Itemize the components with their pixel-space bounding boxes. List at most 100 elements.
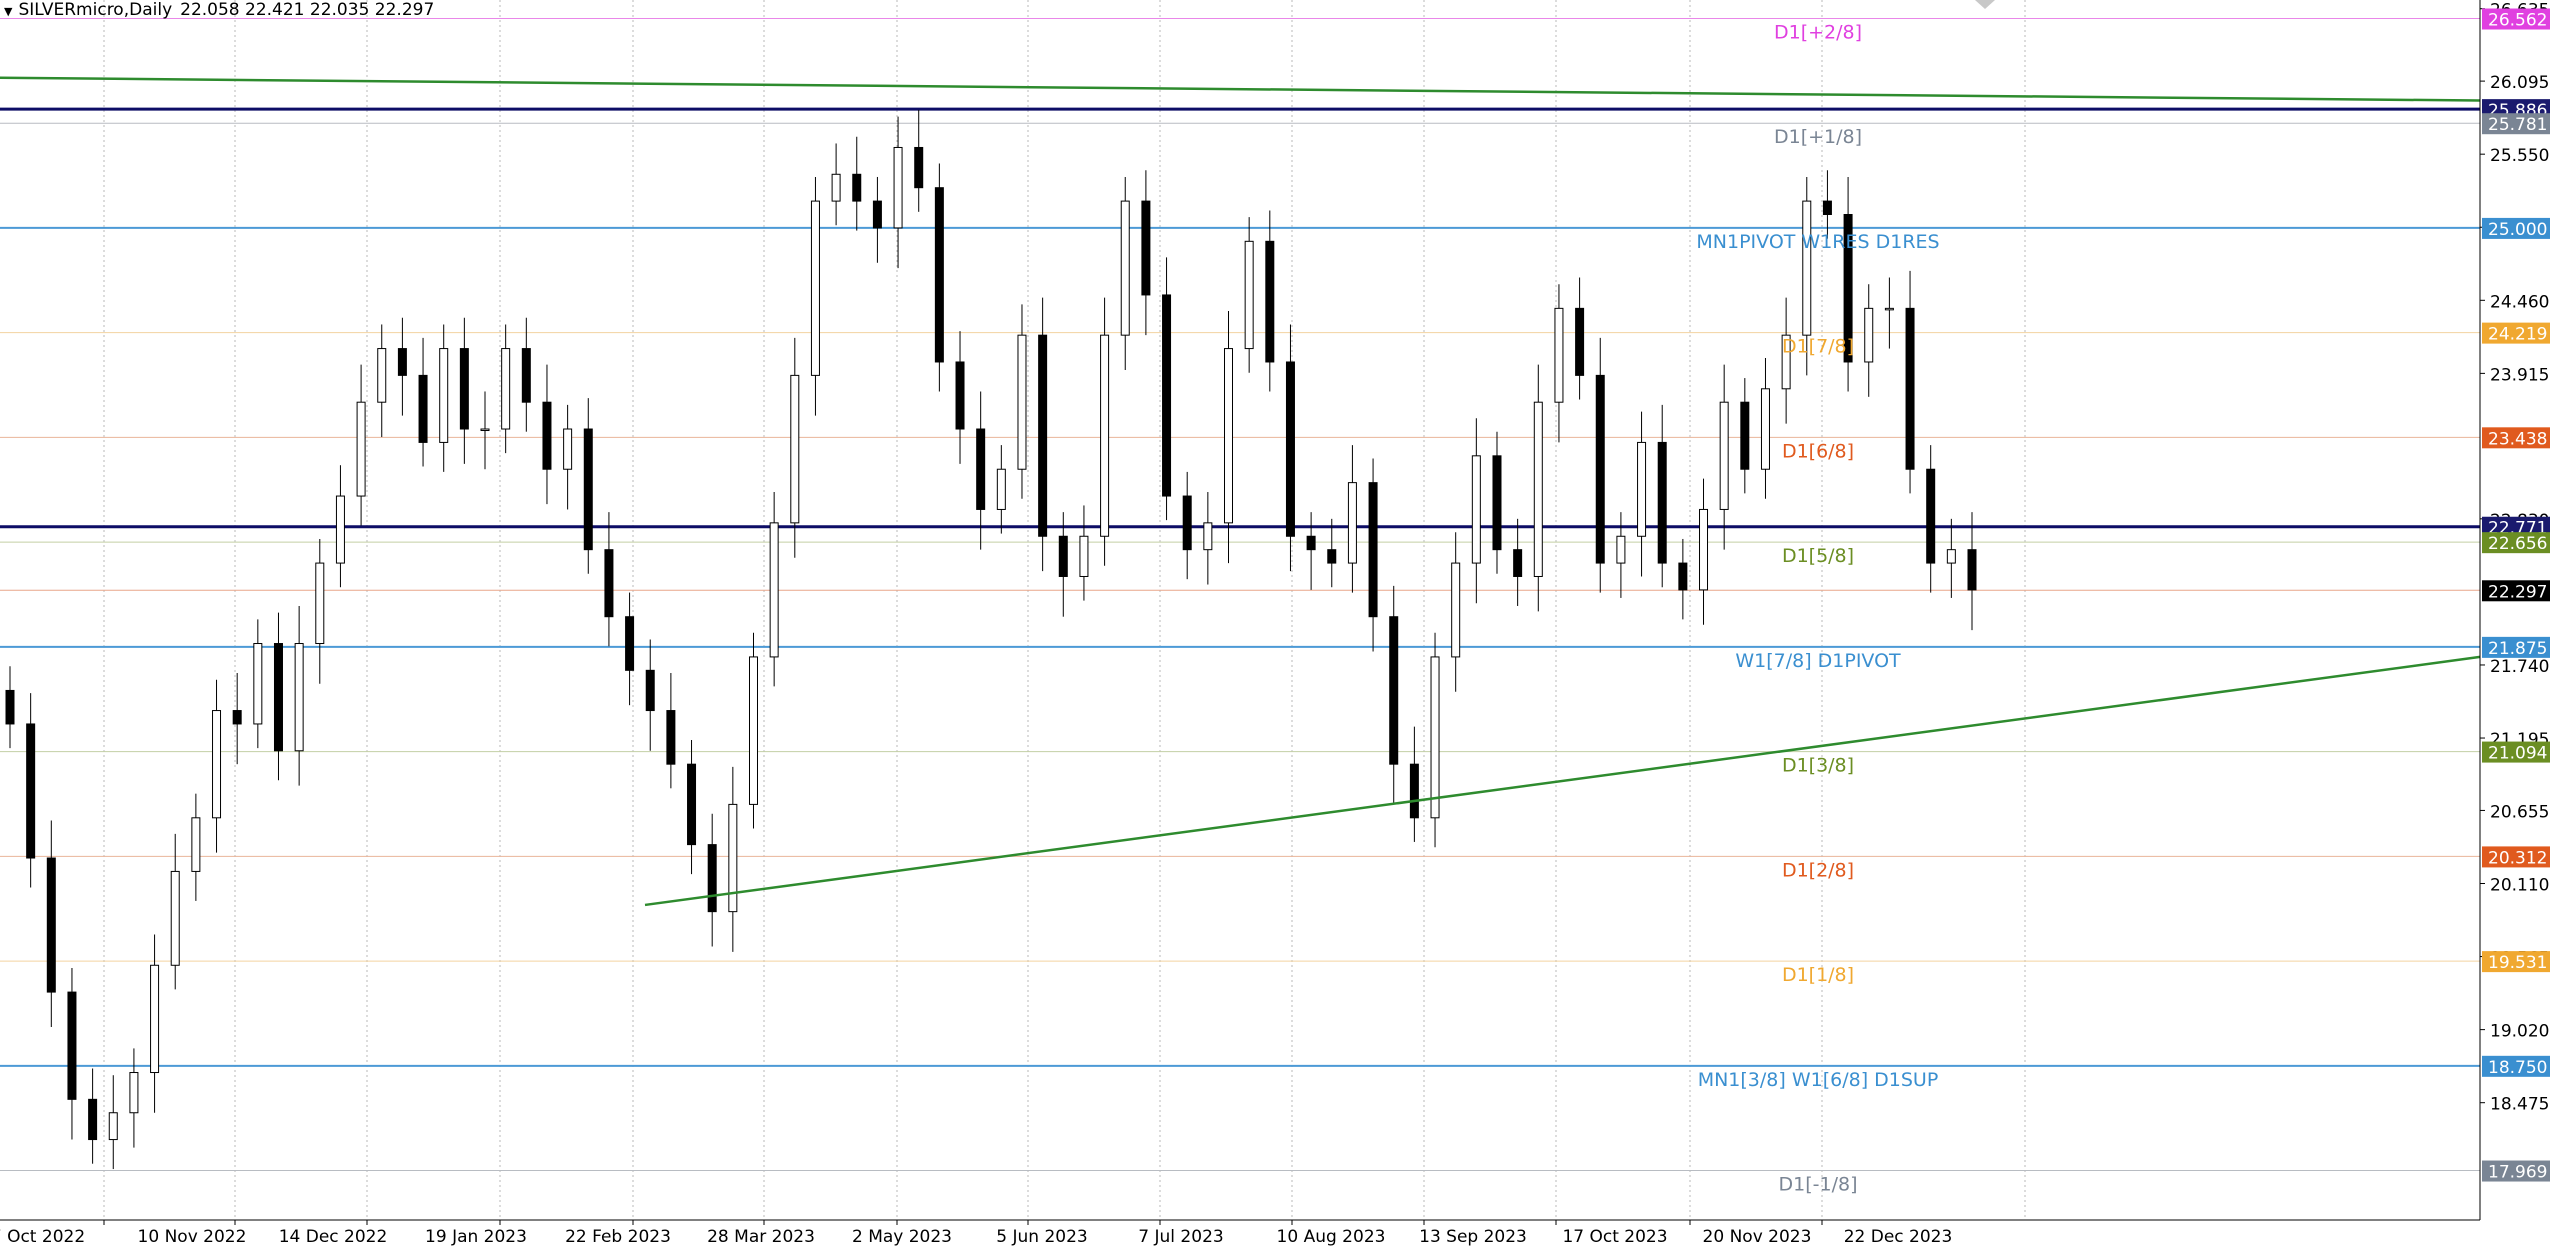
candle[interactable]	[1513, 518, 1523, 606]
candle[interactable]	[1017, 304, 1027, 499]
candle[interactable]	[273, 612, 283, 781]
candle[interactable]	[377, 324, 387, 438]
candle[interactable]	[1389, 585, 1399, 805]
candle[interactable]	[418, 337, 428, 467]
candle[interactable]	[1967, 512, 1977, 631]
candle[interactable]	[1864, 284, 1874, 397]
candle[interactable]	[1265, 210, 1275, 392]
candle[interactable]	[1946, 518, 1956, 598]
candle[interactable]	[1492, 431, 1502, 574]
candle[interactable]	[1740, 378, 1750, 494]
time-axis[interactable]	[0, 1220, 2560, 1249]
candle[interactable]	[976, 391, 986, 550]
candle[interactable]	[397, 317, 407, 416]
candle[interactable]	[542, 364, 552, 505]
candle[interactable]	[563, 404, 573, 510]
candle[interactable]	[1451, 532, 1461, 692]
candle[interactable]	[1182, 471, 1192, 580]
candle[interactable]	[1905, 270, 1915, 494]
candle[interactable]	[955, 331, 965, 464]
candle[interactable]	[583, 398, 593, 574]
candle[interactable]	[67, 967, 77, 1140]
candle[interactable]	[666, 673, 676, 789]
candle[interactable]	[46, 820, 56, 1027]
candle[interactable]	[893, 116, 903, 269]
candle[interactable]	[769, 492, 779, 687]
candle[interactable]	[687, 740, 697, 875]
candle[interactable]	[934, 163, 944, 392]
candle[interactable]	[1637, 411, 1647, 577]
candle[interactable]	[1162, 257, 1172, 521]
collapse-arrow-icon[interactable]: ▼	[4, 5, 13, 18]
candle[interactable]	[1781, 297, 1791, 424]
candle[interactable]	[294, 605, 304, 786]
candle[interactable]	[129, 1048, 139, 1148]
candle[interactable]	[1285, 324, 1295, 572]
candle[interactable]	[790, 337, 800, 558]
candle[interactable]	[1409, 726, 1419, 842]
candle[interactable]	[625, 592, 635, 706]
candle[interactable]	[1699, 478, 1709, 625]
candle[interactable]	[872, 176, 882, 263]
candle[interactable]	[996, 445, 1006, 534]
scroll-marker-icon[interactable]	[1975, 0, 1995, 9]
candle[interactable]	[521, 317, 531, 432]
candle[interactable]	[501, 324, 511, 454]
candle[interactable]	[1678, 538, 1688, 620]
candle[interactable]	[1224, 311, 1234, 564]
candle[interactable]	[150, 934, 160, 1113]
price-axis[interactable]	[2480, 0, 2560, 1249]
candle[interactable]	[1368, 458, 1378, 652]
candle[interactable]	[480, 391, 490, 470]
candle[interactable]	[1884, 277, 1894, 349]
candle[interactable]	[1079, 505, 1089, 601]
candle[interactable]	[707, 813, 717, 947]
candle[interactable]	[1822, 170, 1832, 239]
candle[interactable]	[5, 666, 15, 749]
candle[interactable]	[1616, 512, 1626, 598]
candle[interactable]	[108, 1075, 118, 1170]
candle[interactable]	[1203, 492, 1213, 585]
candle[interactable]	[335, 465, 345, 588]
trendline[interactable]	[0, 76, 2481, 102]
candle[interactable]	[728, 766, 738, 952]
candle[interactable]	[1347, 445, 1357, 593]
candle[interactable]	[439, 324, 449, 472]
candle[interactable]	[1471, 418, 1481, 604]
candle[interactable]	[604, 512, 614, 647]
candle[interactable]	[1306, 512, 1316, 590]
candle[interactable]	[1100, 297, 1110, 566]
candle[interactable]	[645, 639, 655, 751]
candle[interactable]	[831, 143, 841, 226]
candle[interactable]	[1843, 176, 1853, 392]
candle[interactable]	[88, 1068, 98, 1164]
candle[interactable]	[253, 619, 263, 749]
candle[interactable]	[1575, 277, 1585, 400]
candle[interactable]	[810, 176, 820, 416]
candle[interactable]	[1120, 176, 1130, 371]
candle[interactable]	[1533, 364, 1543, 612]
candle[interactable]	[356, 364, 366, 526]
candle[interactable]	[232, 673, 242, 765]
candle[interactable]	[1926, 445, 1936, 593]
candle[interactable]	[1760, 357, 1770, 499]
candle[interactable]	[852, 136, 862, 231]
candle[interactable]	[1327, 518, 1337, 588]
candle[interactable]	[1595, 337, 1605, 593]
candle[interactable]	[191, 793, 201, 901]
candle[interactable]	[26, 693, 36, 888]
candle[interactable]	[1719, 364, 1729, 550]
candle[interactable]	[748, 632, 758, 829]
candle[interactable]	[1657, 404, 1667, 588]
candle[interactable]	[1038, 297, 1048, 572]
candle[interactable]	[1244, 217, 1254, 373]
candle[interactable]	[170, 833, 180, 990]
candle[interactable]	[1430, 632, 1440, 848]
trendline[interactable]	[644, 655, 2481, 907]
candle[interactable]	[1554, 284, 1564, 443]
candle[interactable]	[315, 538, 325, 684]
candle[interactable]	[1141, 170, 1151, 336]
candle[interactable]	[1802, 176, 1812, 376]
candle[interactable]	[212, 679, 222, 853]
